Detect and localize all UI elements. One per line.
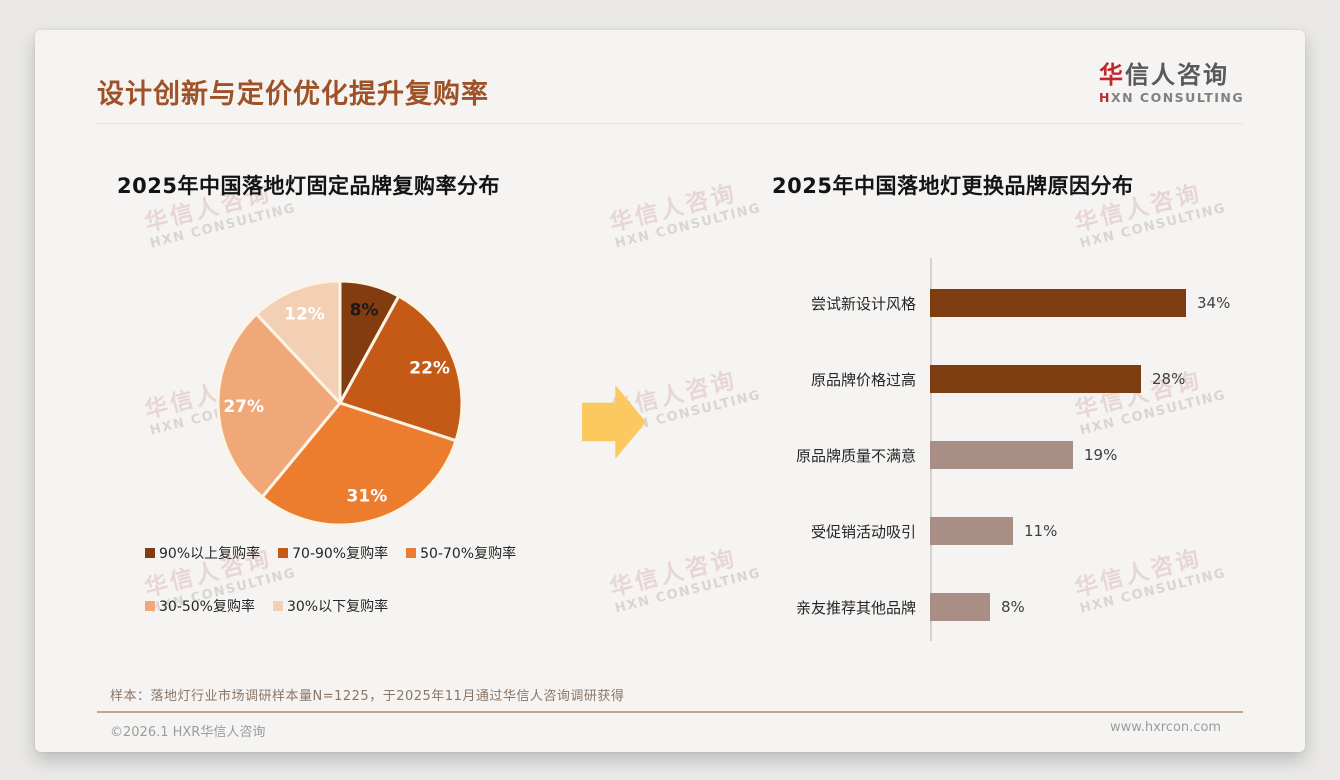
legend-item: 70-90%复购率	[278, 543, 388, 563]
bar-value-label: 8%	[1001, 598, 1025, 616]
legend-swatch-icon	[145, 601, 155, 611]
legend-swatch-icon	[278, 548, 289, 558]
bar-category-label: 原品牌质量不满意	[795, 446, 916, 465]
bar-value-label: 34%	[1197, 294, 1231, 312]
title-divider	[97, 123, 1243, 124]
legend-swatch-icon	[272, 601, 283, 611]
logo-chinese-name: 华信人咨询	[1099, 60, 1244, 90]
bar-chart: 尝试新设计风格 34% 原品牌价格过高 28% 原品牌质量不满意 19% 受促销活动吸引 11…	[740, 289, 1300, 669]
pie-chart: 8% 22% 31% 27% 12%	[216, 279, 464, 527]
pie-slice-4	[254, 279, 342, 405]
legend-label: 50-70%复购率	[420, 546, 517, 562]
legend-row: 30-50%复购率 30%以下复购率	[145, 596, 625, 616]
bar-fill-3	[930, 517, 1013, 545]
pie-slice-label-3: 27%	[223, 397, 264, 417]
legend-label: 30%以下复购率	[286, 599, 389, 615]
legend-label: 30-50%复购率	[159, 599, 255, 615]
legend-item: 30%以下复购率	[272, 596, 389, 616]
bar-category-label: 原品牌价格过高	[810, 370, 916, 389]
pie-slice-label-0: 8%	[350, 301, 379, 321]
bar-value-label: 19%	[1084, 446, 1118, 464]
legend-row: 90%以上复购率 70-90%复购率 50-70%复购率	[145, 543, 625, 563]
legend-item: 30-50%复购率	[145, 596, 255, 616]
pie-chart-title: 2025年中国落地灯固定品牌复购率分布	[117, 174, 500, 198]
bar-category-label: 尝试新设计风格	[810, 294, 916, 313]
bar-chart-title: 2025年中国落地灯更换品牌原因分布	[772, 174, 1134, 198]
logo-english-name: HXN CONSULTING	[1099, 90, 1244, 105]
legend-item: 50-70%复购率	[406, 543, 516, 563]
pie-legend: 90%以上复购率 70-90%复购率 50-70%复购率 30-50%复购率 30%以下…	[145, 543, 625, 649]
pie-slice-label-1: 22%	[409, 359, 450, 379]
bar-row: 原品牌价格过高 28%	[740, 365, 1300, 393]
bar-row: 原品牌质量不满意 19%	[740, 441, 1300, 469]
logo-cn-text: 信人咨询	[1125, 61, 1229, 89]
sample-note: 样本：落地灯行业市场调研样本量N=1225，于2025年11月通过华信人咨询调研…	[110, 689, 625, 704]
logo-cn-accent: 华	[1099, 61, 1125, 89]
legend-swatch-icon	[145, 548, 155, 558]
pie-slice-label-2: 31%	[347, 487, 388, 507]
legend-label: 70-90%复购率	[292, 546, 389, 562]
slide-card: 华信人咨询 HXN CONSULTING 华信人咨询 HXN CONSULTING 华信…	[35, 30, 1305, 752]
legend-swatch-icon	[406, 548, 417, 558]
page-title: 设计创新与定价优化提升复购率	[97, 79, 489, 110]
bar-category-label: 亲友推荐其他品牌	[795, 598, 916, 617]
bar-value-label: 28%	[1152, 370, 1186, 388]
logo-en-accent: H	[1099, 90, 1111, 105]
bar-fill-2	[930, 441, 1073, 469]
right-arrow-icon	[582, 385, 646, 459]
bar-fill-1	[930, 365, 1141, 393]
website-text: www.hxrcon.com	[1110, 720, 1222, 735]
pie-slice-2	[260, 401, 458, 527]
bar-fill-0	[930, 289, 1186, 317]
bar-value-label: 11%	[1024, 522, 1058, 540]
bar-fill-4	[930, 593, 990, 621]
pie-slice-1	[338, 294, 464, 443]
copyright-text: ©2026.1 HXR华信人咨询	[110, 725, 266, 740]
watermark-en: HXN CONSULTING	[148, 200, 298, 252]
bar-row: 尝试新设计风格 34%	[740, 289, 1300, 317]
company-logo: 华信人咨询 HXN CONSULTING	[1099, 60, 1244, 105]
watermark-cn: 华信人咨询	[607, 545, 740, 603]
pie-slice-3	[216, 312, 342, 499]
pie-slice-label-4: 12%	[284, 304, 325, 324]
bar-row: 亲友推荐其他品牌 8%	[740, 593, 1300, 621]
watermark-en: HXN CONSULTING	[613, 200, 763, 252]
bar-row: 受促销活动吸引 11%	[740, 517, 1300, 545]
watermark-cn: 华信人咨询	[607, 180, 740, 238]
footer-divider	[97, 711, 1243, 713]
logo-en-text: XN CONSULTING	[1110, 90, 1245, 105]
legend-label: 90%以上复购率	[159, 546, 261, 562]
watermark-en: HXN CONSULTING	[1078, 200, 1228, 252]
legend-item: 90%以上复购率	[145, 543, 260, 563]
bar-category-label: 受促销活动吸引	[810, 522, 916, 541]
